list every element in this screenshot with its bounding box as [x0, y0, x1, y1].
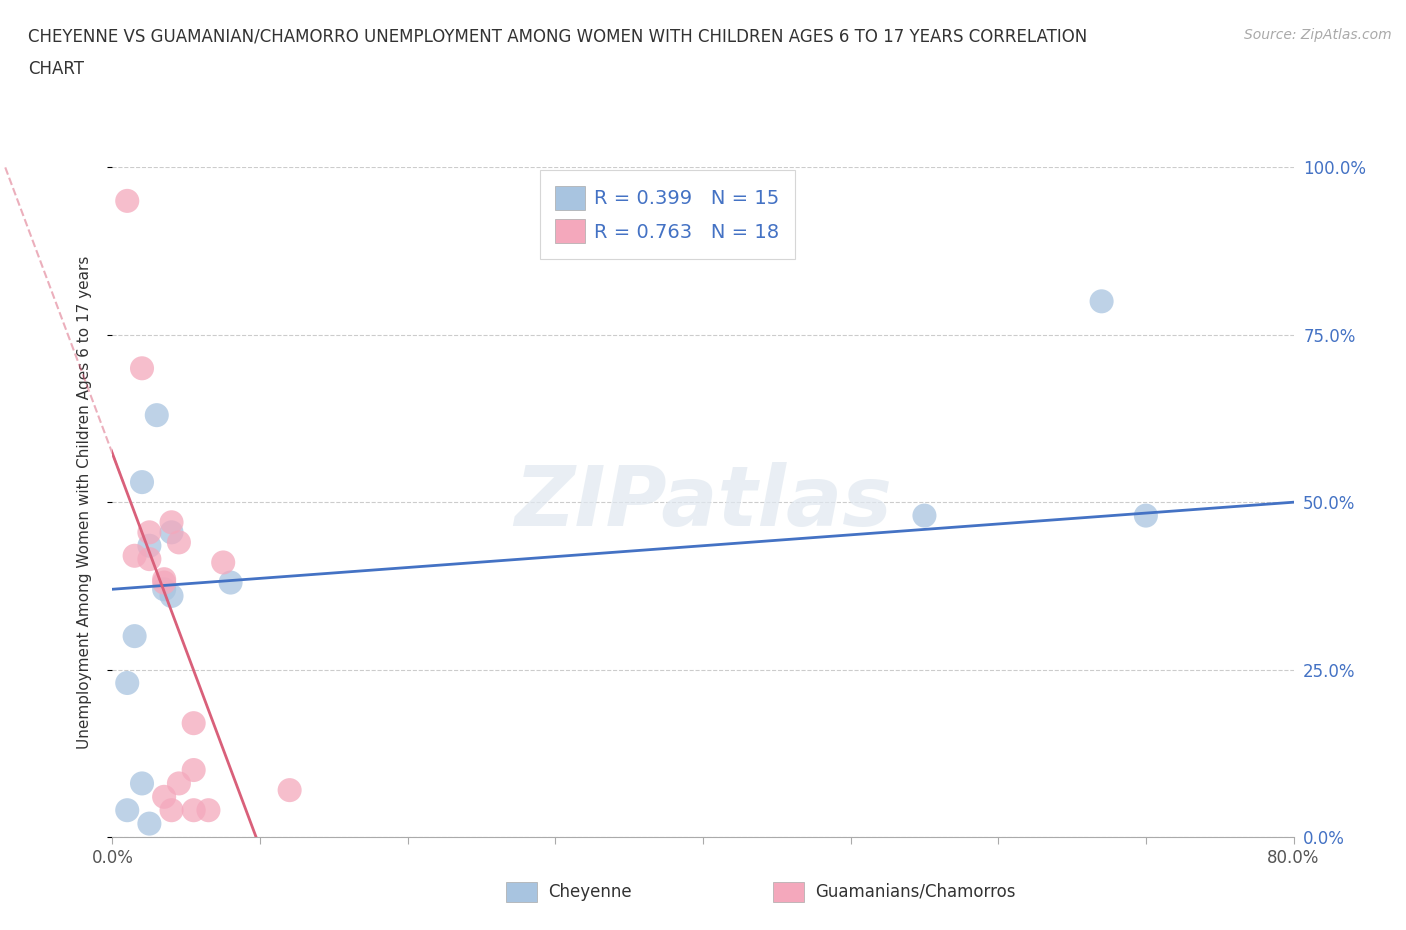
Point [160, 803, 183, 817]
Point [278, 783, 301, 798]
Point [117, 193, 138, 208]
Point [1135, 508, 1157, 523]
Point [167, 776, 190, 790]
Point [131, 776, 153, 790]
Point [219, 575, 242, 590]
Point [131, 361, 153, 376]
Point [153, 790, 176, 804]
Text: CHART: CHART [28, 60, 84, 78]
Point [197, 803, 219, 817]
Point [183, 716, 205, 731]
Point [167, 535, 190, 550]
Text: Guamanians/Chamorros: Guamanians/Chamorros [815, 883, 1017, 901]
Point [117, 675, 138, 690]
Point [160, 589, 183, 604]
Point [138, 817, 160, 831]
Legend: R = 0.399   N = 15, R = 0.763   N = 18: R = 0.399 N = 15, R = 0.763 N = 18 [540, 170, 796, 259]
Point [138, 538, 160, 553]
Point [183, 803, 205, 817]
Point [183, 763, 205, 777]
Point [138, 551, 160, 566]
Point [153, 572, 176, 587]
Text: ZIPatlas: ZIPatlas [515, 461, 891, 543]
Point [117, 803, 138, 817]
Text: Cheyenne: Cheyenne [548, 883, 631, 901]
Point [153, 575, 176, 590]
Point [1091, 294, 1114, 309]
Text: Source: ZipAtlas.com: Source: ZipAtlas.com [1244, 28, 1392, 42]
Point [146, 407, 169, 422]
Point [131, 474, 153, 489]
Point [124, 629, 146, 644]
Y-axis label: Unemployment Among Women with Children Ages 6 to 17 years: Unemployment Among Women with Children A… [77, 256, 91, 749]
Point [153, 582, 176, 597]
Text: CHEYENNE VS GUAMANIAN/CHAMORRO UNEMPLOYMENT AMONG WOMEN WITH CHILDREN AGES 6 TO : CHEYENNE VS GUAMANIAN/CHAMORRO UNEMPLOYM… [28, 28, 1087, 46]
Point [212, 555, 235, 570]
Point [160, 515, 183, 530]
Point [124, 549, 146, 564]
Point [160, 525, 183, 539]
Point [138, 525, 160, 539]
Point [914, 508, 936, 523]
